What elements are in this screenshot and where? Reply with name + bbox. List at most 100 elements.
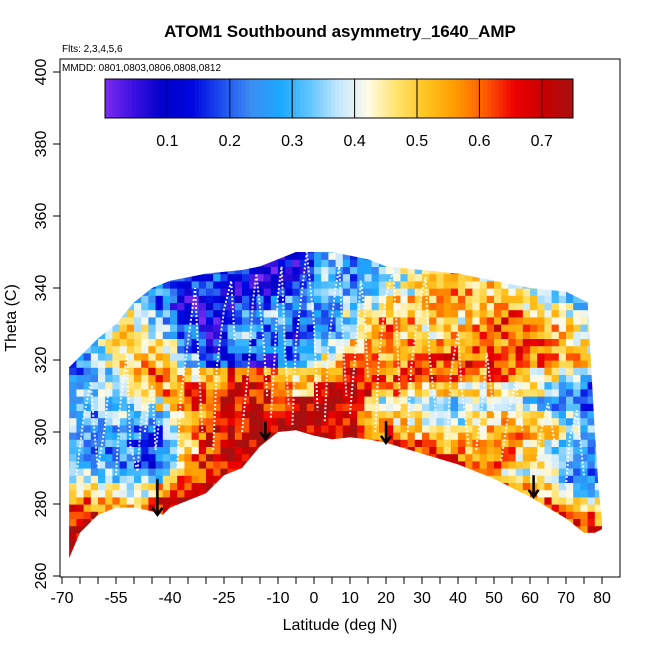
heatmap-cell: [134, 338, 142, 347]
heatmap-cell: [573, 280, 581, 289]
heatmap-cell: [191, 496, 200, 505]
x-tick-label: 50: [485, 590, 503, 607]
heatmap-cell: [263, 511, 272, 519]
heatmap-cell: [544, 324, 553, 332]
heatmap-cell: [479, 316, 488, 325]
heatmap-cell: [386, 417, 394, 426]
heatmap-cell: [515, 532, 524, 541]
heatmap-cell: [285, 360, 293, 368]
heatmap-cell: [450, 446, 459, 455]
heatmap-cell: [436, 540, 445, 548]
heatmap-cell: [177, 525, 185, 534]
heatmap-cell: [126, 417, 135, 426]
heatmap-cell: [393, 489, 401, 498]
heatmap-cell: [98, 324, 106, 332]
heatmap-cell: [414, 446, 423, 455]
heatmap-cell: [580, 302, 589, 311]
heatmap-cell: [314, 504, 322, 512]
heatmap-cell: [602, 468, 610, 476]
heatmap-cell: [400, 288, 409, 296]
heatmap-cell: [321, 446, 329, 455]
heatmap-cell: [198, 309, 207, 318]
heatmap-cell: [566, 338, 574, 347]
heatmap-cell: [587, 403, 596, 411]
heatmap-cell: [580, 410, 589, 419]
heatmap-cell: [443, 475, 452, 483]
heatmap-cell: [177, 417, 185, 426]
heatmap-cell: [465, 489, 473, 498]
heatmap-cell: [494, 338, 502, 347]
heatmap-cell: [501, 439, 509, 447]
heatmap-cell: [465, 309, 473, 318]
heatmap-cell: [501, 417, 509, 426]
heatmap-cell: [270, 532, 279, 541]
heatmap-cell: [587, 288, 596, 296]
heatmap-cell: [551, 324, 560, 332]
heatmap-cell: [551, 352, 560, 361]
heatmap-cell: [580, 360, 589, 368]
heatmap-cell: [213, 352, 221, 361]
heatmap-cell: [162, 496, 171, 505]
flight-profiles: [75, 251, 585, 487]
heatmap-cell: [566, 302, 574, 311]
heatmap-cell: [83, 518, 92, 527]
heatmap-cell: [278, 252, 286, 260]
heatmap-cell: [98, 374, 106, 383]
heatmap-cell: [573, 432, 581, 440]
x-tick-label: 10: [341, 590, 359, 607]
heatmap-cell: [83, 288, 92, 296]
heatmap-cell: [213, 453, 221, 462]
heatmap-cell: [278, 532, 286, 541]
heatmap-cell: [407, 345, 416, 354]
heatmap-cell: [270, 367, 279, 375]
heatmap-cell: [263, 388, 272, 397]
heatmap-cell: [480, 562, 488, 570]
heatmap-cell: [465, 252, 473, 253]
heatmap-cell: [400, 252, 409, 260]
heatmap-cell: [155, 252, 164, 260]
heatmap-cell: [371, 374, 380, 383]
heatmap-cell: [378, 252, 387, 253]
heatmap-cell: [342, 468, 351, 476]
heatmap-cell: [69, 504, 77, 512]
heatmap-cell: [306, 309, 315, 318]
colorbar-swatch: [498, 79, 504, 118]
heatmap-cell: [429, 345, 437, 354]
heatmap-cell: [134, 403, 142, 411]
heatmap-cell: [119, 309, 128, 318]
heatmap-cell: [234, 446, 243, 455]
heatmap-cell: [69, 482, 70, 491]
colorbar-swatch: [502, 79, 508, 118]
heatmap-cell: [299, 338, 308, 347]
heatmap-cell: [285, 504, 293, 512]
heatmap-cell: [69, 532, 77, 541]
heatmap-cell: [69, 453, 70, 462]
heatmap-cell: [530, 273, 538, 282]
heatmap-cell: [220, 410, 229, 419]
heatmap-cell: [450, 532, 459, 541]
flight-profile-track: [115, 352, 143, 476]
heatmap-cell: [184, 302, 193, 311]
heatmap-cell: [378, 518, 387, 527]
heatmap-cell: [314, 381, 322, 390]
heatmap-cell: [429, 252, 437, 260]
heatmap-cell: [256, 511, 265, 519]
heatmap-cell: [198, 374, 207, 383]
heatmap-cell: [126, 475, 135, 483]
heatmap-cell: [234, 324, 243, 332]
heatmap-cell: [328, 432, 337, 440]
heatmap-cell: [594, 367, 602, 375]
heatmap-cell: [198, 496, 207, 505]
heatmap-cell: [105, 496, 113, 505]
heatmap-cell: [342, 288, 351, 296]
heatmap-cell: [378, 496, 387, 505]
heatmap-cell: [112, 554, 121, 558]
heatmap-cell: [213, 518, 221, 527]
heatmap-cell: [400, 482, 409, 491]
heatmap-cell: [170, 439, 178, 447]
heatmap-cell: [249, 352, 257, 361]
heatmap-cell: [148, 554, 157, 558]
heatmap-cell: [83, 547, 92, 555]
heatmap-cell: [566, 504, 574, 512]
heatmap-cell: [602, 490, 610, 498]
